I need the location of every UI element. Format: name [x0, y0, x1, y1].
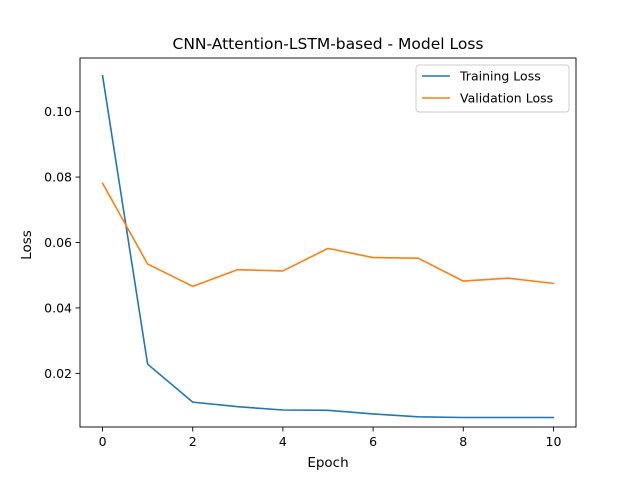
- chart-title: CNN-Attention-LSTM-based - Model Loss: [173, 35, 484, 53]
- y-axis-label: Loss: [19, 230, 35, 260]
- y-tick-label: 0.02: [44, 366, 72, 381]
- y-tick-label: 0.08: [44, 170, 72, 185]
- legend-label-1: Validation Loss: [460, 91, 553, 106]
- y-tick-label: 0.04: [44, 300, 72, 315]
- y-tick-label: 0.10: [44, 104, 72, 119]
- x-tick-label: 10: [546, 434, 562, 449]
- x-tick-label: 0: [99, 434, 107, 449]
- x-tick-label: 6: [369, 434, 377, 449]
- plot-area: 0 2 4 6 8 10 0.02 0.04 0.06 0.08 0.10 Training Loss…: [44, 57, 577, 449]
- y-tick-label: 0.06: [44, 235, 72, 250]
- legend-label-0: Training Loss: [459, 69, 541, 84]
- series-line-1: [101, 182, 555, 288]
- x-tick-label: 4: [279, 434, 287, 449]
- x-axis-label: Epoch: [307, 455, 348, 471]
- legend-box: [415, 64, 570, 113]
- series-line-0: [101, 74, 555, 419]
- x-tick-label: 2: [189, 434, 197, 449]
- x-tick-label: 8: [459, 434, 467, 449]
